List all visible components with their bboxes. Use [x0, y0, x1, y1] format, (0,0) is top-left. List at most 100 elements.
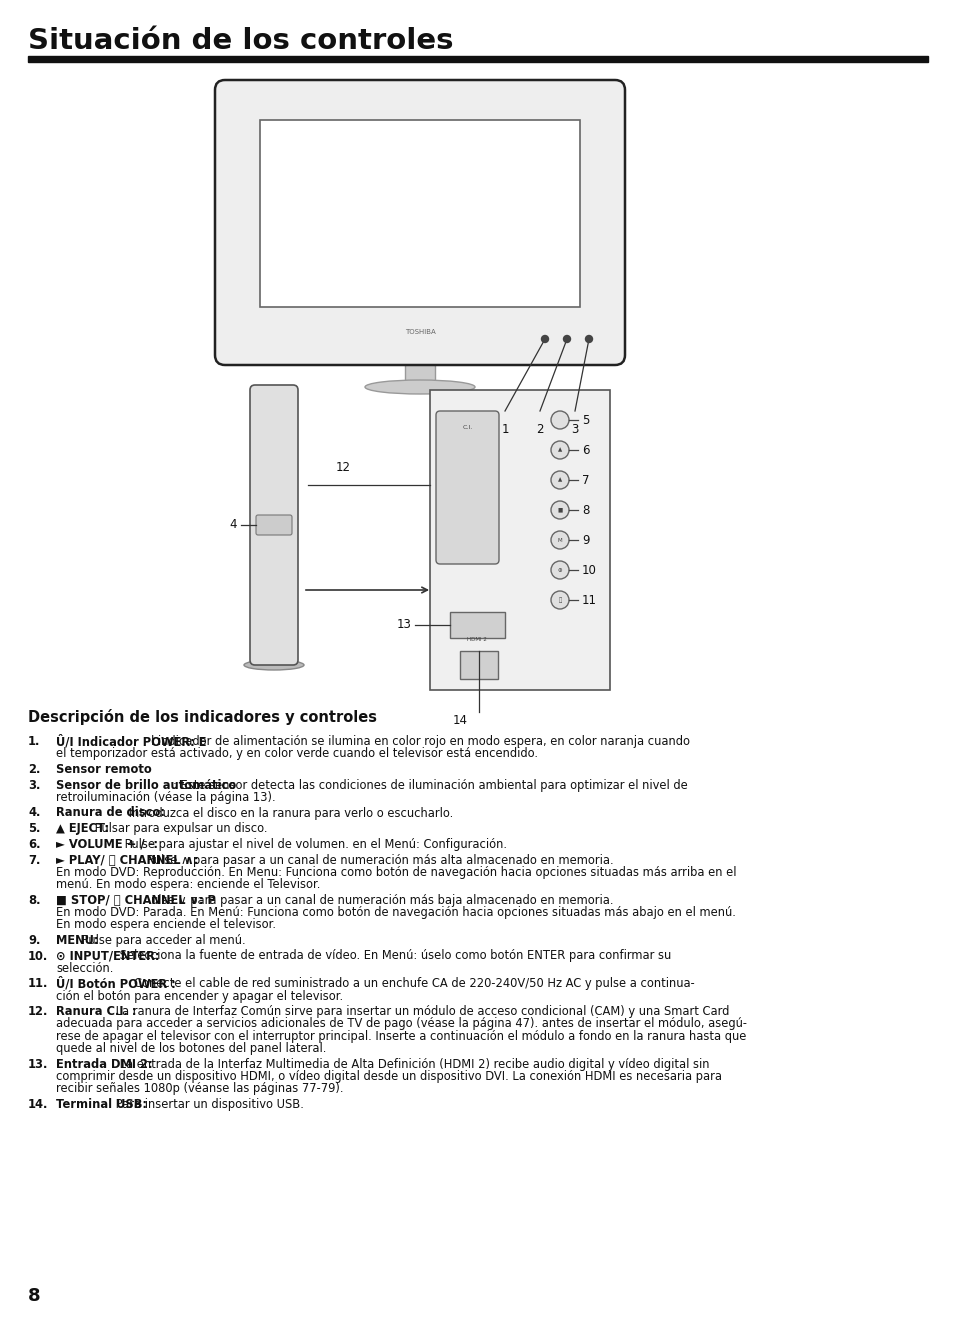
Text: En modo espera enciende el televisor.: En modo espera enciende el televisor. — [56, 918, 275, 930]
Bar — [459, 651, 497, 680]
Text: rese de apagar el televisor con el interruptor principal. Inserte a continuación: rese de apagar el televisor con el inter… — [56, 1029, 745, 1043]
Text: ■ STOP/ Ⓟ CHANNEL ∨: P: ■ STOP/ Ⓟ CHANNEL ∨: P — [56, 893, 215, 906]
Text: 5: 5 — [581, 414, 589, 426]
Text: : Este sensor detecta las condiciones de iluminación ambiental para optimizar el: : Este sensor detecta las condiciones de… — [172, 778, 686, 792]
Text: 3: 3 — [571, 423, 578, 437]
Circle shape — [551, 471, 568, 489]
Text: 6.: 6. — [28, 838, 40, 850]
Text: Pulsar para expulsar un disco.: Pulsar para expulsar un disco. — [91, 822, 267, 836]
Text: Pulse para ajustar el nivel de volumen. en el Menú: Configuración.: Pulse para ajustar el nivel de volumen. … — [121, 838, 506, 850]
Text: Sensor de brillo automático: Sensor de brillo automático — [56, 778, 236, 792]
Bar — [405, 352, 435, 387]
Text: ulse ∨ para pasar a un canal de numeración más baja almacenado en memoria.: ulse ∨ para pasar a un canal de numeraci… — [151, 893, 613, 906]
Text: 12.: 12. — [28, 1005, 49, 1019]
Text: Û/I Indicador POWER: E: Û/I Indicador POWER: E — [56, 736, 206, 749]
Text: ■: ■ — [557, 507, 562, 513]
Text: Entrada DMI 2:: Entrada DMI 2: — [56, 1057, 152, 1071]
Circle shape — [551, 501, 568, 519]
Text: ⊕: ⊕ — [558, 567, 561, 573]
Text: Ranura de disco:: Ranura de disco: — [56, 806, 165, 820]
Circle shape — [551, 591, 568, 609]
Text: 10.: 10. — [28, 949, 49, 963]
Text: Para insertar un dispositivo USB.: Para insertar un dispositivo USB. — [112, 1097, 304, 1111]
Text: ► PLAY/ Ⓟ CHANNEL ∧:: ► PLAY/ Ⓟ CHANNEL ∧: — [56, 853, 202, 866]
FancyBboxPatch shape — [436, 411, 498, 563]
Text: 4: 4 — [229, 518, 236, 531]
Text: 2.: 2. — [28, 762, 40, 776]
Bar — [450, 611, 504, 638]
Text: 10: 10 — [581, 563, 597, 577]
Circle shape — [585, 335, 592, 343]
Text: retroiluminación (véase la página 13).: retroiluminación (véase la página 13). — [56, 790, 275, 804]
Text: ción el botón para encender y apagar el televisor.: ción el botón para encender y apagar el … — [56, 989, 343, 1003]
FancyBboxPatch shape — [250, 384, 297, 665]
Text: MENU:: MENU: — [56, 933, 98, 947]
Text: Introduzca el disco en la ranura para verlo o escucharlo.: Introduzca el disco en la ranura para ve… — [125, 806, 453, 820]
Text: Conecte el cable de red suministrado a un enchufe CA de 220-240V/50 Hz AC y puls: Conecte el cable de red suministrado a u… — [133, 977, 694, 991]
Text: La ranura de Interfaz Común sirve para insertar un módulo de acceso condicional : La ranura de Interfaz Común sirve para i… — [112, 1005, 729, 1019]
Text: Selecciona la fuente de entrada de vídeo. En Menú: úselo como botón ENTER para c: Selecciona la fuente de entrada de vídeo… — [116, 949, 671, 963]
Text: ⏻: ⏻ — [558, 597, 561, 603]
Text: Sensor remoto: Sensor remoto — [56, 762, 152, 776]
Text: 11: 11 — [581, 594, 597, 606]
Text: M: M — [558, 538, 561, 542]
Bar — [430, 390, 609, 690]
Circle shape — [551, 411, 568, 429]
Text: Terminal USB:: Terminal USB: — [56, 1097, 147, 1111]
Text: Descripción de los indicadores y controles: Descripción de los indicadores y control… — [28, 709, 376, 725]
Text: ⊙ INPUT/ENTER:: ⊙ INPUT/ENTER: — [56, 949, 159, 963]
Text: recibir señales 1080p (véanse las páginas 77-79).: recibir señales 1080p (véanse las página… — [56, 1081, 343, 1095]
Text: 8: 8 — [581, 503, 589, 517]
Circle shape — [541, 335, 548, 343]
Text: Û/I Botón POWER :: Û/I Botón POWER : — [56, 977, 179, 991]
Text: quede al nivel de los botones del panel lateral.: quede al nivel de los botones del panel … — [56, 1041, 326, 1055]
Text: TOSHIBA: TOSHIBA — [404, 328, 435, 335]
Text: ▲: ▲ — [558, 478, 561, 482]
Text: 14.: 14. — [28, 1097, 49, 1111]
Circle shape — [551, 561, 568, 579]
Text: ► VOLUME + / -:: ► VOLUME + / -: — [56, 838, 158, 850]
Text: 7.: 7. — [28, 853, 40, 866]
Text: 12: 12 — [335, 461, 350, 474]
Text: Pulse para acceder al menú.: Pulse para acceder al menú. — [77, 933, 245, 947]
Text: C.I.: C.I. — [462, 425, 472, 430]
Text: l indicador de alimentación se ilumina en color rojo en modo espera, en color na: l indicador de alimentación se ilumina e… — [151, 736, 689, 748]
Text: La entrada de la Interfaz Multimedia de Alta Definición (HDMI 2) recibe audio di: La entrada de la Interfaz Multimedia de … — [116, 1057, 709, 1071]
Text: 5.: 5. — [28, 822, 40, 836]
Text: 4.: 4. — [28, 806, 40, 820]
Text: Ranura C.I. :: Ranura C.I. : — [56, 1005, 136, 1019]
Text: 8: 8 — [28, 1287, 41, 1306]
Circle shape — [563, 335, 570, 343]
Text: 11.: 11. — [28, 977, 49, 991]
Text: comprimir desde un dispositivo HDMI, o vídeo digital desde un dispositivo DVI. L: comprimir desde un dispositivo HDMI, o v… — [56, 1069, 721, 1083]
Text: 14: 14 — [452, 713, 467, 726]
Text: el temporizador está activado, y en color verde cuando el televisor está encendi: el temporizador está activado, y en colo… — [56, 748, 537, 760]
Text: 1: 1 — [500, 423, 508, 437]
Text: 13.: 13. — [28, 1057, 49, 1071]
Text: ▲ EJECT:: ▲ EJECT: — [56, 822, 109, 836]
Text: 1.: 1. — [28, 736, 40, 748]
Ellipse shape — [244, 659, 304, 670]
Text: 9: 9 — [581, 534, 589, 546]
Text: selección.: selección. — [56, 961, 113, 975]
Text: Situación de los controles: Situación de los controles — [28, 27, 453, 55]
Text: 13: 13 — [396, 618, 412, 631]
Text: 7: 7 — [581, 474, 589, 486]
Circle shape — [551, 531, 568, 549]
Ellipse shape — [365, 380, 475, 394]
Text: HDMI 2: HDMI 2 — [467, 637, 486, 642]
Text: En modo DVD: Reproducción. En Menu: Funciona como botón de navegación hacia opci: En modo DVD: Reproducción. En Menu: Func… — [56, 866, 736, 878]
Text: ▲: ▲ — [558, 447, 561, 453]
FancyBboxPatch shape — [214, 80, 624, 364]
Text: 2: 2 — [536, 423, 543, 437]
Bar — [260, 120, 579, 307]
Text: 3.: 3. — [28, 778, 40, 792]
Text: 6: 6 — [581, 443, 589, 457]
Text: adecuada para acceder a servicios adicionales de TV de pago (véase la página 47): adecuada para acceder a servicios adicio… — [56, 1017, 746, 1031]
Bar — [28, 56, 927, 61]
Circle shape — [551, 441, 568, 459]
Text: 9.: 9. — [28, 933, 40, 947]
Text: Pulse ∧ para pasar a un canal de numeración más alta almacenado en memoria.: Pulse ∧ para pasar a un canal de numerac… — [147, 853, 613, 866]
FancyBboxPatch shape — [255, 515, 292, 535]
Text: En modo DVD: Parada. En Menú: Funciona como botón de navegación hacia opciones s: En modo DVD: Parada. En Menú: Funciona c… — [56, 906, 735, 918]
